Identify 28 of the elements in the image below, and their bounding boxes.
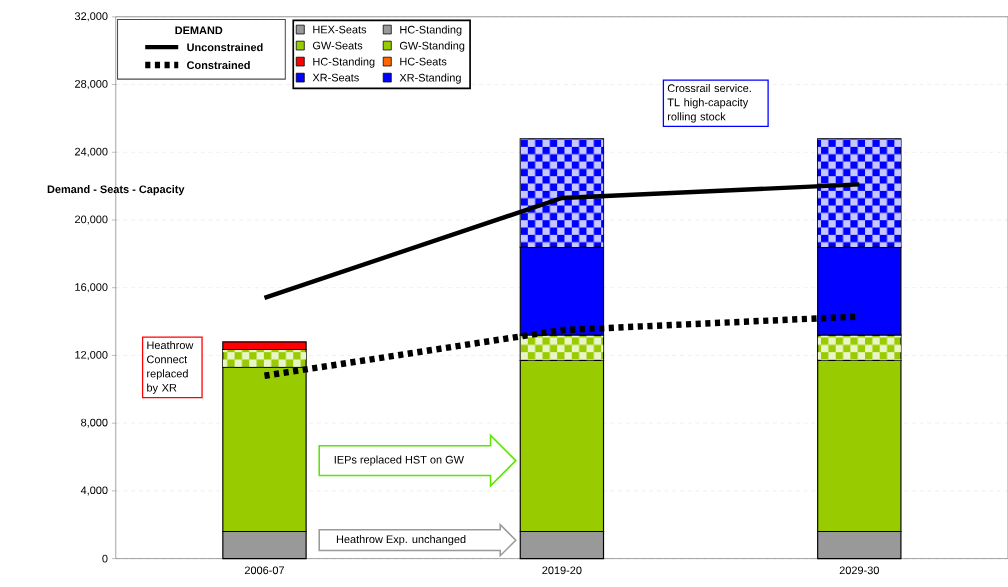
annotation: Heathrow Connect replaced by XR xyxy=(147,341,194,394)
legend-label: XR-Standing xyxy=(399,73,461,84)
legend-label: GW-Seats xyxy=(312,41,363,50)
y-axis-title: Demand - Seats - Capacity xyxy=(47,185,185,196)
y-tick-label: 12,000 xyxy=(75,351,108,361)
annotation: Crossrail service. TL high-capacity rolling stock xyxy=(667,84,751,123)
annotation: Heathrow Exp. unchanged xyxy=(336,535,466,546)
y-tick-label: 16,000 xyxy=(75,283,108,293)
legend-label: XR-Seats xyxy=(312,73,359,82)
y-tick-label: 20,000 xyxy=(75,215,108,225)
legend-label: HC-Standing xyxy=(313,57,375,68)
x-tick-label: 2019-20 xyxy=(542,566,582,575)
y-tick-label: 8,000 xyxy=(81,418,108,428)
legend-label: Unconstrained xyxy=(187,43,263,52)
legend-label: HC-Seats xyxy=(400,57,447,66)
y-tick-label: 0 xyxy=(102,554,108,563)
y-tick-label: 28,000 xyxy=(75,80,108,90)
x-tick-label: 2006-07 xyxy=(244,566,285,575)
legend-title: DEMAND xyxy=(175,26,223,35)
annotation: IEPs replaced HST on GW xyxy=(334,455,464,466)
y-tick-label: 32,000 xyxy=(74,12,108,22)
legend-label: HEX-Seats xyxy=(313,25,367,34)
x-tick-label: 2029-30 xyxy=(839,566,879,575)
legend-label: HC-Standing xyxy=(400,25,462,36)
y-tick-label: 4,000 xyxy=(80,486,108,496)
legend-label: Constrained xyxy=(187,61,250,70)
y-tick-label: 24,000 xyxy=(75,147,108,157)
legend-label: GW-Standing xyxy=(399,41,465,52)
